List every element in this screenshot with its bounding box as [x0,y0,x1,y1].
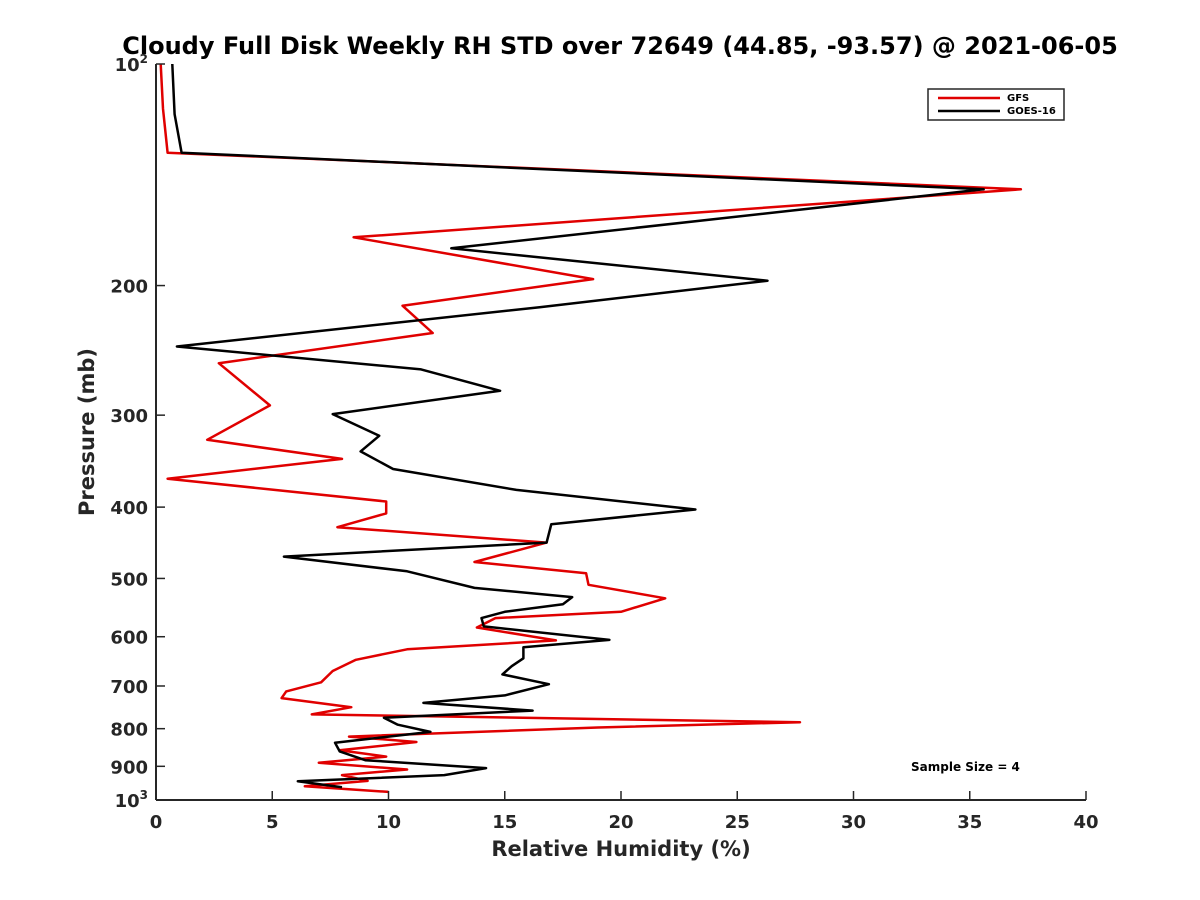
x-tick-label: 5 [266,812,279,833]
plot-lines [159,63,1023,794]
y-tick-label: 500 [110,569,148,590]
legend-label-gfs: GFS [1007,93,1029,104]
y-tick-label: 600 [110,628,148,649]
chart-title: Cloudy Full Disk Weekly RH STD over 7264… [122,32,1118,60]
y-tick-label: 103 [115,788,148,812]
y-axis-label: Pressure (mb) [75,348,99,516]
x-tick-label: 0 [150,812,163,833]
x-tick-label: 15 [492,812,517,833]
x-tick-label: 25 [725,812,750,833]
y-tick-label: 400 [110,498,148,519]
y-tick-label: 102 [115,52,148,76]
x-tick-label: 30 [841,812,866,833]
x-ticks: 0 5 10 15 20 25 30 35 40 [150,791,1099,833]
x-tick-label: 35 [957,812,982,833]
sample-size-annotation: Sample Size = 4 [911,760,1020,774]
y-tick-label: 900 [110,757,148,778]
x-tick-label: 20 [608,812,633,833]
series-line-gfs [159,63,1023,794]
y-ticks: 102 200 300 400 500 600 700 800 900 103 [110,52,165,812]
legend: GFS GOES-16 [927,88,1065,121]
y-tick-label: 700 [110,677,148,698]
x-tick-label: 10 [376,812,401,833]
y-tick-label: 800 [110,720,148,741]
y-tick-label: 300 [110,406,148,427]
legend-label-goes-16: GOES-16 [1007,106,1056,117]
x-tick-label: 40 [1073,812,1098,833]
series-line-goes-16 [171,63,985,789]
y-tick-label: 200 [110,277,148,298]
legend-box [927,88,1065,121]
x-axis-label: Relative Humidity (%) [491,837,750,861]
